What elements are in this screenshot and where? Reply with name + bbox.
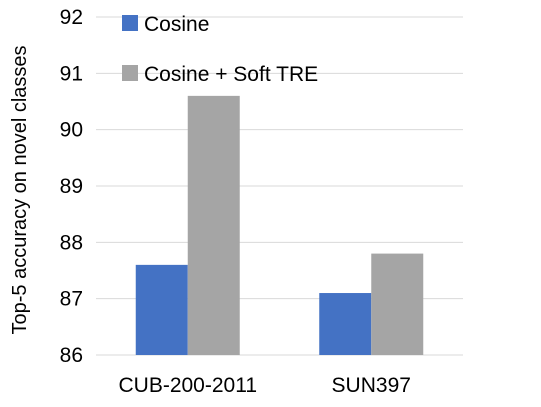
y-axis-title: Top-5 accuracy on novel classes xyxy=(9,45,31,334)
bar-cosine-soft-tre-1 xyxy=(371,253,424,355)
bars xyxy=(135,95,424,355)
x-tick-label: CUB-200-2011 xyxy=(118,374,257,397)
y-tick-label: 91 xyxy=(60,62,83,85)
bar-cosine-0 xyxy=(135,264,188,355)
x-tick-label: SUN397 xyxy=(332,374,411,397)
bar-cosine-soft-tre-0 xyxy=(187,95,240,355)
legend-label: Cosine + Soft TRE xyxy=(144,63,318,86)
legend-swatch xyxy=(122,15,138,31)
y-tick-labels: 86 87 88 89 90 91 92 xyxy=(60,6,83,367)
legend: Cosine Cosine + Soft TRE xyxy=(122,13,318,86)
legend-swatch xyxy=(122,65,138,81)
y-tick-label: 87 xyxy=(60,288,83,311)
x-tick-labels: CUB-200-2011 SUN397 xyxy=(118,374,410,397)
y-tick-label: 92 xyxy=(60,6,83,29)
y-tick-label: 86 xyxy=(60,344,83,367)
bar-cosine-1 xyxy=(319,293,372,355)
y-tick-label: 88 xyxy=(60,231,83,254)
y-tick-label: 90 xyxy=(60,119,83,142)
legend-label: Cosine xyxy=(144,13,209,36)
y-tick-label: 89 xyxy=(60,175,83,198)
